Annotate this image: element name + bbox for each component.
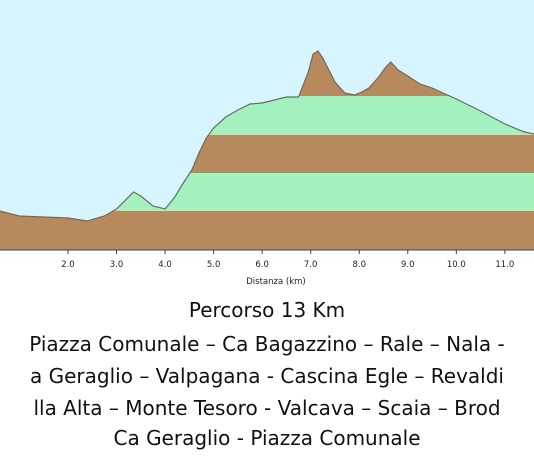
x-tick-label: 5.0 bbox=[207, 260, 221, 270]
route-description-line: Piazza Comunale – Ca Bagazzino – Rale – … bbox=[29, 332, 505, 356]
x-tick-label: 10.0 bbox=[447, 260, 466, 270]
x-axis-ticks: 2.0 3.0 4.0 5.0 6.0 7.0 8.0 9.0 10.0 11.0 bbox=[61, 250, 514, 270]
x-tick-label: 9.0 bbox=[401, 260, 415, 270]
elevation-profile-chart: 2.0 3.0 4.0 5.0 6.0 7.0 8.0 9.0 10.0 11.0 Distanz… bbox=[0, 0, 534, 287]
x-tick-label: 6.0 bbox=[255, 260, 269, 270]
x-tick-label: 2.0 bbox=[61, 260, 75, 270]
x-tick-label: 4.0 bbox=[158, 260, 172, 270]
elevation-profile-line bbox=[0, 50, 534, 222]
route-description-line: lla Alta – Monte Tesoro - Valcava – Scai… bbox=[33, 396, 501, 420]
x-tick-label: 8.0 bbox=[352, 260, 366, 270]
x-tick-label: 7.0 bbox=[304, 260, 318, 270]
x-tick-label: 3.0 bbox=[110, 260, 124, 270]
x-axis-label: Distanza (km) bbox=[246, 277, 305, 287]
route-title: Percorso 13 Km bbox=[188, 298, 346, 322]
route-description-line: Ca Geraglio - Piazza Comunale bbox=[113, 426, 421, 450]
x-tick-label: 11.0 bbox=[495, 260, 514, 270]
route-description-line: a Geraglio – Valpagana - Cascina Egle – … bbox=[30, 364, 504, 388]
